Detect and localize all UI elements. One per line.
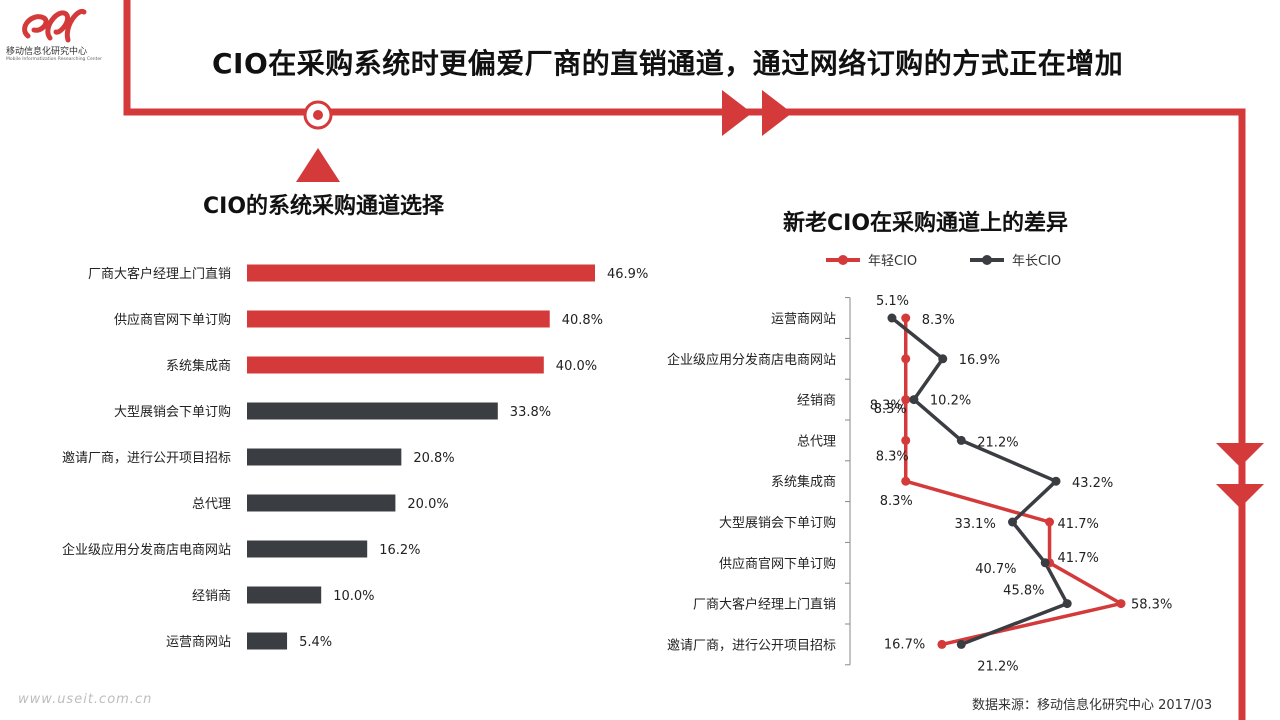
bar-category-label: 运营商网站	[166, 635, 231, 650]
arrow-down-icon	[1216, 484, 1264, 508]
data-label: 41.7%	[1058, 517, 1099, 532]
bar	[247, 632, 288, 650]
data-label: 8.3%	[870, 399, 903, 414]
bar	[247, 402, 498, 420]
data-label: 5.1%	[876, 294, 909, 309]
bar-chart-title: CIO的系统采购通道选择	[203, 194, 445, 219]
source-note: 数据来源：移动信息化研究中心 2017/03	[972, 698, 1213, 713]
logo-name-en: Mobile Informatization Researching Cente…	[6, 57, 102, 62]
data-label: 21.2%	[977, 435, 1018, 450]
data-point	[909, 395, 919, 405]
data-point	[1040, 558, 1050, 568]
data-label: 8.3%	[880, 494, 913, 509]
data-point	[901, 395, 911, 405]
data-point	[887, 313, 897, 323]
bar-value-label: 16.2%	[379, 543, 420, 558]
bar	[247, 540, 368, 558]
arrow-right-icon	[722, 90, 752, 136]
data-label: 16.7%	[884, 637, 925, 652]
logo-name-cn: 移动信息化研究中心	[6, 47, 88, 57]
arrow-right-icon	[762, 90, 792, 136]
data-point	[901, 354, 911, 364]
bar-value-label: 20.0%	[407, 497, 448, 512]
data-label: 43.2%	[1072, 476, 1113, 491]
bar-value-label: 10.0%	[333, 589, 374, 604]
data-point	[1062, 599, 1072, 609]
data-point	[1008, 517, 1018, 527]
line-category-label: 供应商官网下单订购	[719, 556, 836, 572]
line-category-label: 大型展销会下单订购	[719, 515, 836, 531]
legend-label: 年轻CIO	[868, 254, 918, 269]
bar-value-label: 5.4%	[299, 635, 332, 650]
bar-value-label: 20.8%	[413, 451, 454, 466]
watermark: www.useit.com.cn	[18, 692, 153, 707]
bar	[247, 494, 396, 512]
data-point	[956, 639, 966, 649]
data-label: 16.9%	[959, 353, 1000, 368]
triangle-marker-icon	[296, 148, 340, 182]
line-category-label: 邀请厂商，进行公开项目招标	[667, 638, 836, 653]
bar-category-label: 企业级应用分发商店电商网站	[62, 542, 231, 558]
data-label: 41.7%	[1058, 551, 1099, 566]
data-label: 58.3%	[1131, 598, 1172, 613]
bar	[247, 310, 550, 328]
arrow-down-icon	[1216, 443, 1264, 467]
legend-item-young: 年轻CIO	[826, 250, 917, 269]
data-point	[1116, 599, 1126, 609]
legend-marker-icon	[826, 254, 860, 265]
data-point	[1045, 517, 1055, 527]
data-label: 33.1%	[955, 517, 996, 532]
page-title: CIO在采购系统时更偏爱厂商的直销通道，通过网络订购的方式正在增加	[212, 47, 1124, 80]
legend-item-senior: 年长CIO	[970, 250, 1061, 269]
bar	[247, 448, 402, 466]
data-label: 8.3%	[922, 313, 955, 328]
bar-value-label: 40.8%	[562, 313, 603, 328]
bar-category-label: 大型展销会下单订购	[114, 404, 231, 420]
bar	[247, 356, 544, 374]
bar-category-label: 厂商大客户经理上门直销	[88, 266, 231, 282]
bar-category-label: 系统集成商	[166, 358, 231, 374]
data-point	[901, 313, 911, 323]
data-point	[938, 354, 948, 364]
bar	[247, 586, 322, 604]
line-category-label: 总代理	[797, 434, 836, 449]
data-label: 45.8%	[1003, 584, 1044, 599]
data-label: 10.2%	[930, 394, 971, 409]
bar-category-label: 邀请厂商，进行公开项目招标	[62, 451, 231, 466]
bar-category-label: 经销商	[192, 589, 231, 604]
bar	[247, 264, 595, 282]
bar-category-label: 供应商官网下单订购	[114, 312, 231, 328]
data-point	[901, 435, 911, 445]
data-point	[901, 476, 911, 486]
data-label: 8.3%	[876, 449, 909, 464]
bar-value-label: 40.0%	[556, 359, 597, 374]
line-category-label: 企业级应用分发商店电商网站	[667, 352, 836, 368]
line-category-label: 厂商大客户经理上门直销	[693, 597, 836, 613]
bar-value-label: 33.8%	[510, 405, 551, 420]
data-label: 21.2%	[977, 659, 1018, 674]
logo-mark-icon	[22, 9, 87, 43]
logo: 移动信息化研究中心 Mobile Informatization Researc…	[6, 6, 116, 62]
legend-label: 年长CIO	[1012, 254, 1062, 269]
bar-value-label: 46.9%	[607, 267, 648, 282]
bar-category-label: 总代理	[192, 497, 231, 512]
data-point	[956, 435, 966, 445]
data-label: 8.3%	[874, 402, 907, 417]
line-chart-title: 新老CIO在采购通道上的差异	[783, 211, 1069, 236]
line-category-label: 经销商	[797, 394, 836, 409]
line-category-label: 运营商网站	[771, 312, 836, 327]
data-point	[1051, 476, 1061, 486]
legend-marker-icon	[970, 254, 1004, 265]
data-label: 40.7%	[975, 562, 1016, 577]
data-point	[937, 639, 947, 649]
line-category-label: 系统集成商	[771, 474, 836, 490]
